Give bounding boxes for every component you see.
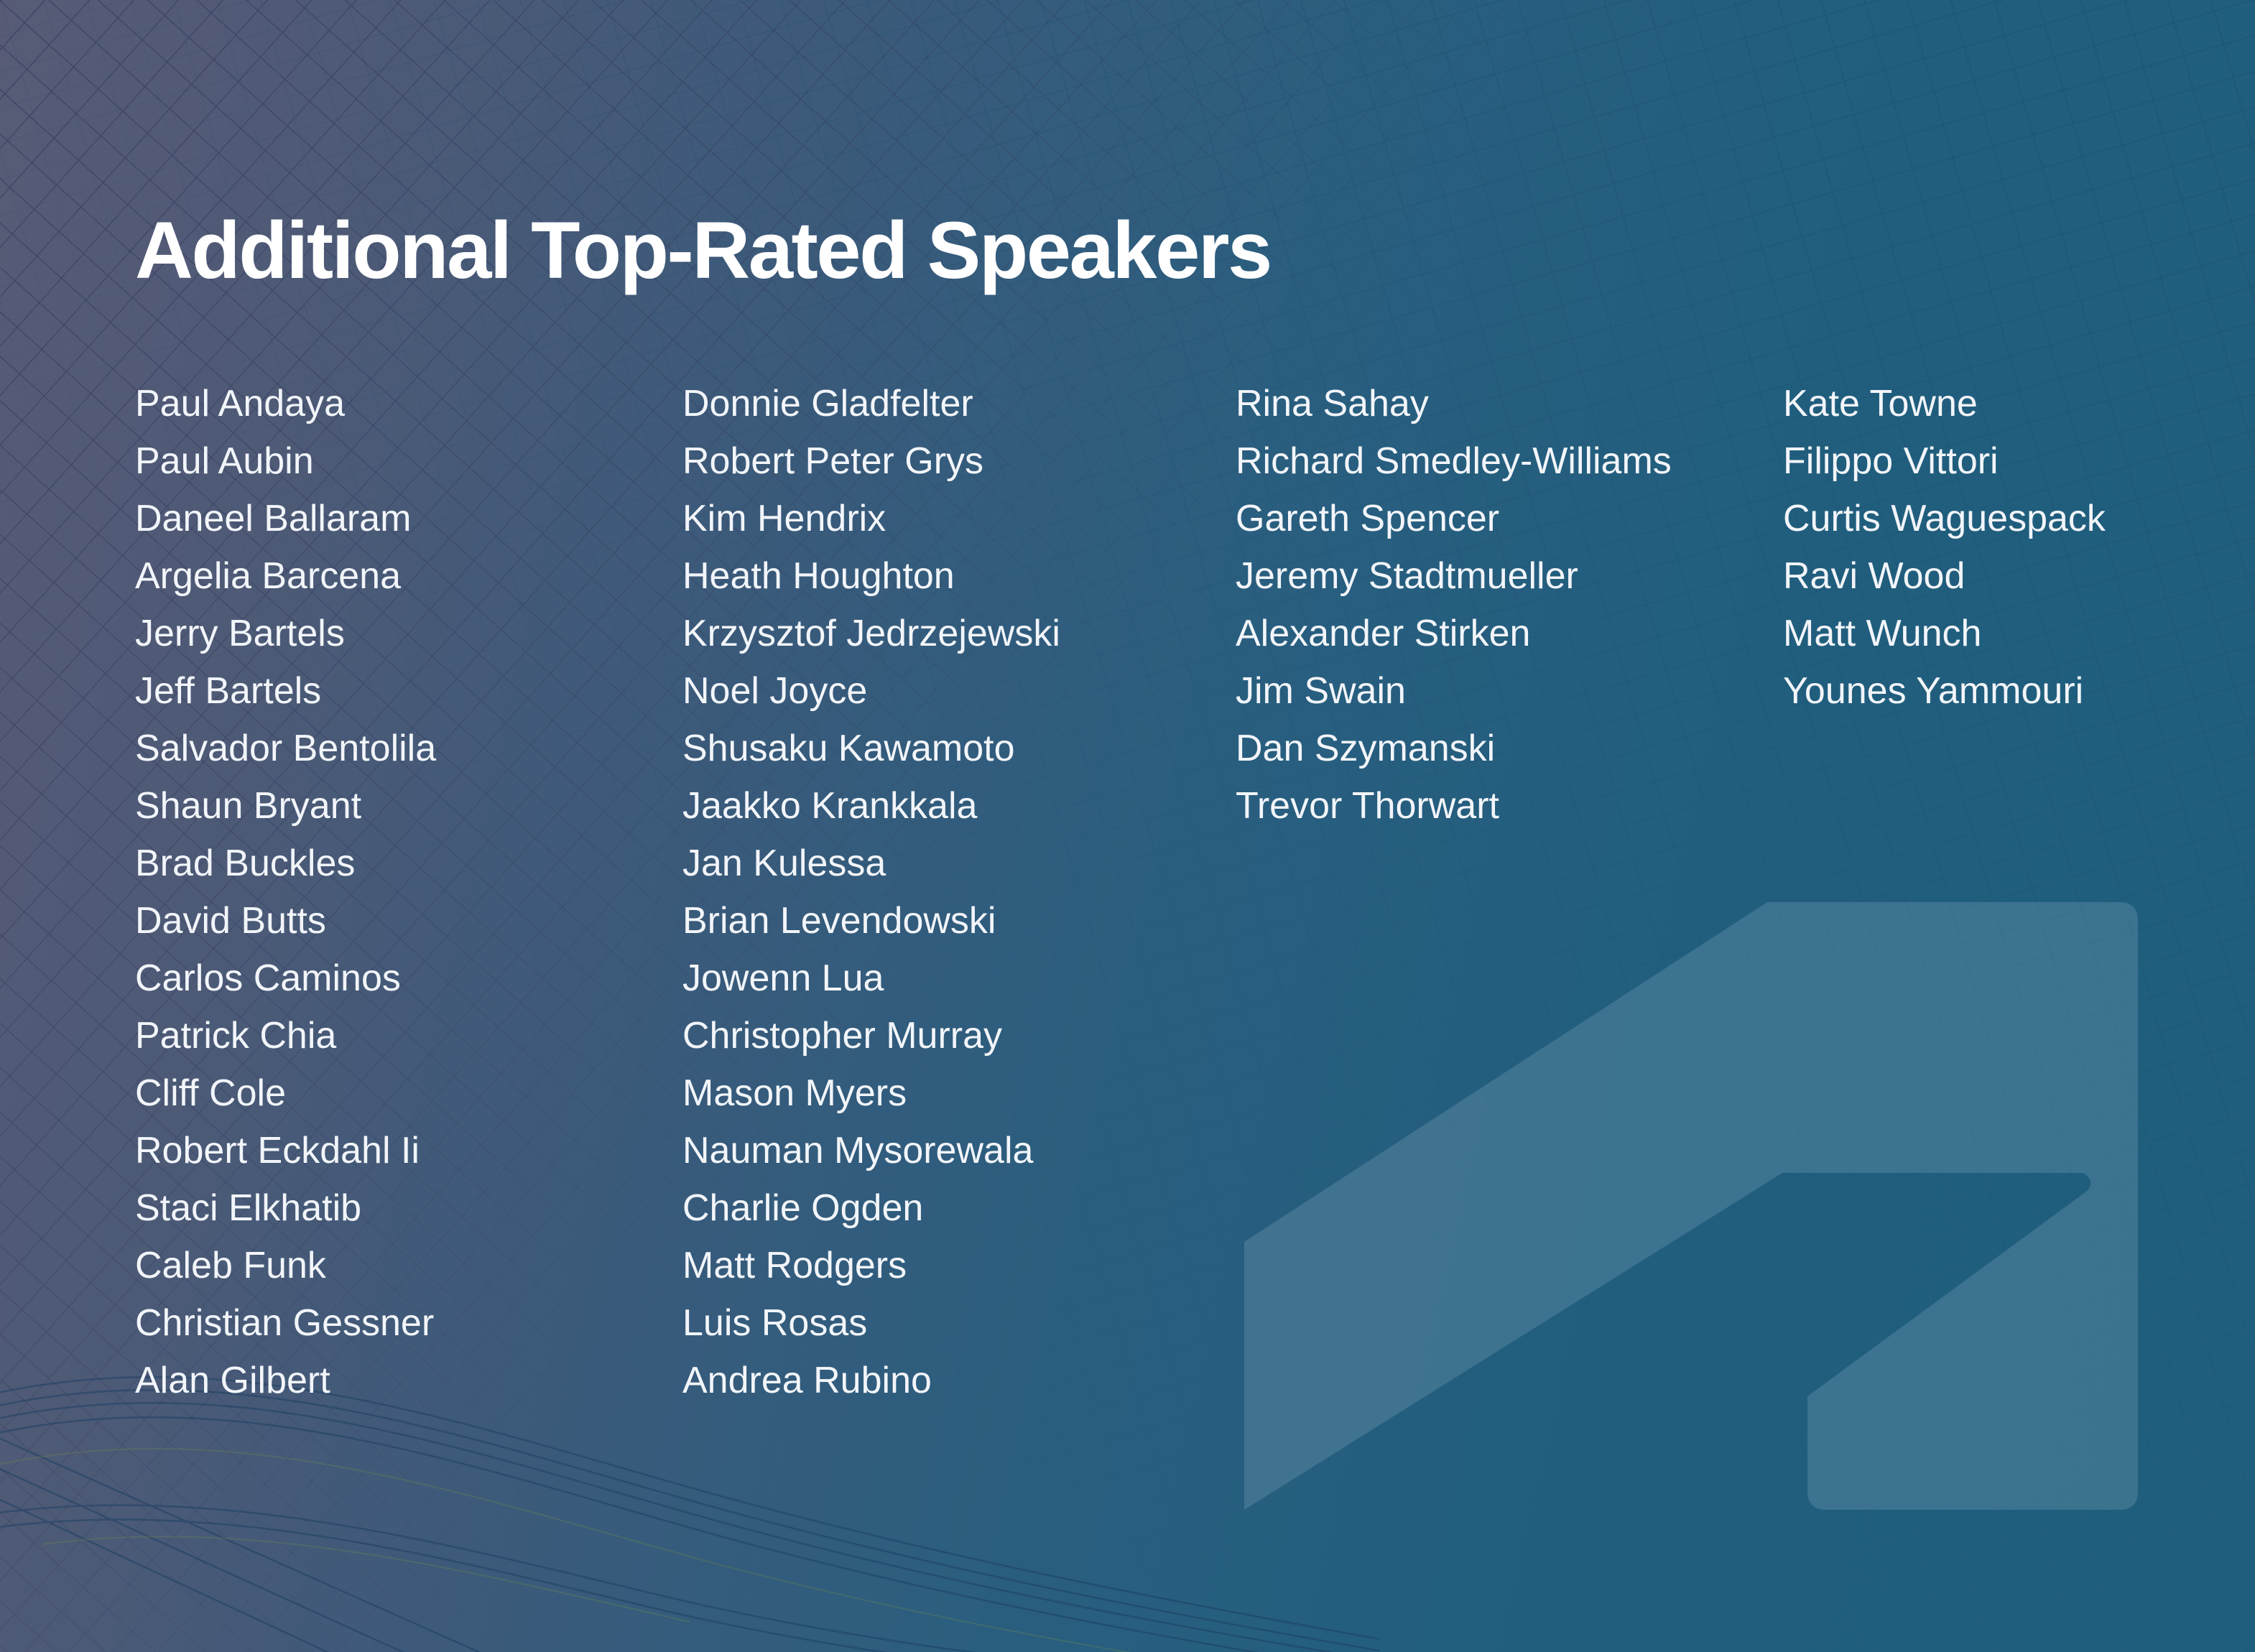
speaker-name: Donnie Gladfelter [682, 383, 973, 424]
speaker-name: Jeff Bartels [135, 670, 322, 712]
speaker-name: Christian Gessner [135, 1302, 435, 1344]
speaker-name: Daneel Ballaram [135, 498, 412, 539]
speaker-name: Paul Aubin [135, 440, 314, 482]
speaker-name: Salvador Bentolila [135, 728, 437, 769]
speaker-name: Mason Myers [682, 1072, 907, 1114]
speaker-name: Jowenn Lua [682, 957, 884, 999]
speaker-name: Andrea Rubino [682, 1360, 932, 1401]
speaker-name: Heath Houghton [682, 555, 955, 597]
speaker-name: Jerry Bartels [135, 613, 345, 654]
speaker-name: Patrick Chia [135, 1015, 337, 1057]
speaker-name: Robert Eckdahl Ii [135, 1130, 420, 1171]
speaker-name: Shaun Bryant [135, 785, 362, 827]
speaker-name: Gareth Spencer [1236, 498, 1500, 539]
speaker-name: Brian Levendowski [682, 900, 996, 942]
speaker-name: Rina Sahay [1236, 383, 1429, 424]
speaker-name: Alexander Stirken [1236, 613, 1531, 654]
speaker-name: Christopher Murray [682, 1015, 1003, 1057]
speaker-name: Staci Elkhatib [135, 1187, 362, 1229]
speaker-name: David Butts [135, 900, 326, 942]
speaker-name: Filippo Vittori [1783, 440, 1999, 482]
speaker-name: Jan Kulessa [682, 843, 886, 884]
speaker-name: Paul Andaya [135, 383, 346, 424]
speaker-name: Charlie Ogden [682, 1187, 924, 1229]
speaker-column-2: Donnie Gladfelter Robert Peter Grys Kim He… [682, 375, 1060, 1409]
speaker-name: Younes Yammouri [1783, 670, 2084, 712]
speaker-name: Jim Swain [1236, 670, 1406, 712]
speaker-name: Shusaku Kawamoto [682, 728, 1015, 769]
speaker-name: Richard Smedley-Williams [1236, 440, 1672, 482]
speaker-column-3: Rina Sahay Richard Smedley-Williams Gareth… [1236, 375, 1672, 835]
speaker-name: Argelia Barcena [135, 555, 401, 597]
speaker-name: Matt Rodgers [682, 1245, 907, 1286]
speaker-name: Noel Joyce [682, 670, 868, 712]
speaker-name: Cliff Cole [135, 1072, 287, 1114]
speaker-name: Brad Buckles [135, 843, 356, 884]
speaker-name: Kate Towne [1783, 383, 1978, 424]
speaker-name: Trevor Thorwart [1236, 785, 1499, 827]
speaker-name: Luis Rosas [682, 1302, 868, 1344]
speaker-name: Alan Gilbert [135, 1360, 330, 1401]
speaker-column-1: Paul Andaya Paul Aubin Daneel Ballaram Arge… [135, 375, 436, 1409]
speaker-name: Curtis Waguespack [1783, 498, 2106, 539]
speaker-name: Kim Hendrix [682, 498, 886, 539]
speaker-name: Ravi Wood [1783, 555, 1965, 597]
speaker-name: Carlos Caminos [135, 957, 401, 999]
speaker-name: Krzysztof Jedrzejewski [682, 613, 1060, 654]
speaker-name: Nauman Mysorewala [682, 1130, 1034, 1171]
speaker-name: Jaakko Krankkala [682, 785, 978, 827]
contour-lines [0, 1375, 1380, 1652]
autodesk-logo-watermark [1244, 902, 2138, 1510]
page-title: Additional Top-Rated Speakers [135, 205, 1272, 296]
speaker-name: Jeremy Stadtmueller [1236, 555, 1578, 597]
speaker-name: Matt Wunch [1783, 613, 1982, 654]
speaker-name: Robert Peter Grys [682, 440, 984, 482]
speaker-name: Caleb Funk [135, 1245, 326, 1286]
speaker-name: Dan Szymanski [1236, 728, 1496, 769]
contour-accent-lines [0, 1447, 1131, 1652]
speaker-column-4: Kate Towne Filippo Vittori Curtis Waguespa… [1783, 375, 2106, 720]
